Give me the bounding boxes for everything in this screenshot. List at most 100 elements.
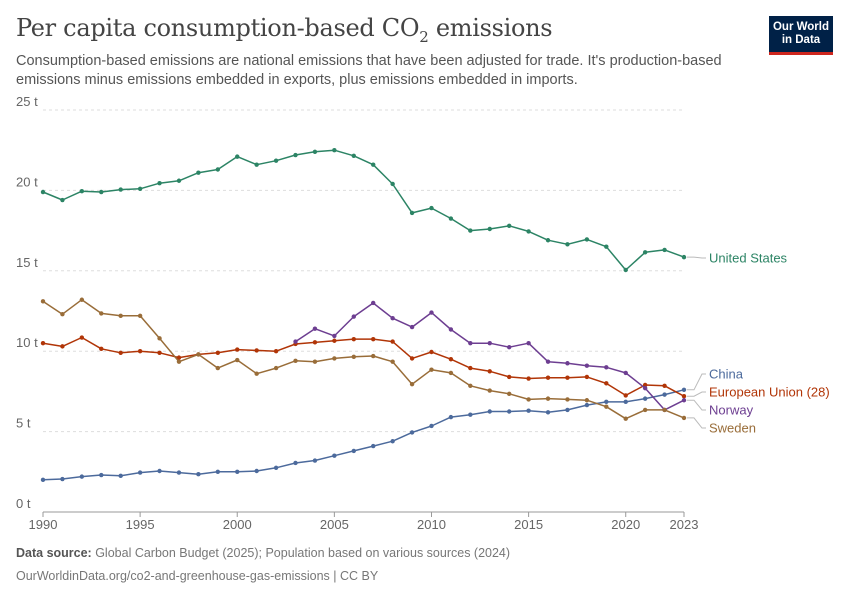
- data-point: [506, 344, 512, 350]
- data-point: [526, 229, 531, 234]
- data-point: [40, 299, 46, 304]
- data-point: [137, 186, 143, 191]
- data-point: [604, 399, 609, 405]
- x-tick-label: 2023: [670, 517, 699, 532]
- data-point: [642, 396, 648, 401]
- data-point: [681, 394, 687, 399]
- data-point: [681, 387, 687, 392]
- data-point: [60, 197, 65, 203]
- data-point: [60, 476, 65, 482]
- data-point: [371, 353, 376, 359]
- data-point: [662, 383, 667, 388]
- data-point: [623, 393, 628, 398]
- data-point: [99, 472, 104, 478]
- data-point: [487, 226, 492, 232]
- data-point: [429, 349, 434, 355]
- data-point: [584, 237, 590, 242]
- data-point: [157, 350, 162, 356]
- data-point: [273, 365, 279, 371]
- chart-title: Per capita consumption-based CO2 emissio…: [16, 14, 553, 46]
- data-point: [332, 356, 337, 361]
- series-label: Norway: [709, 403, 754, 418]
- label-connector: [687, 256, 706, 259]
- data-point: [565, 397, 570, 402]
- data-point: [681, 398, 687, 403]
- data-point: [390, 316, 395, 321]
- data-point: [254, 348, 259, 353]
- data-point: [681, 415, 687, 421]
- label-connector: [687, 391, 706, 397]
- y-tick-label: 25 t: [16, 94, 38, 109]
- data-point: [604, 365, 609, 370]
- data-point: [623, 267, 628, 273]
- data-point: [351, 153, 356, 159]
- data-point: [99, 346, 104, 351]
- x-tick-label: 1995: [126, 517, 155, 532]
- data-point: [642, 407, 648, 413]
- data-point: [662, 247, 667, 253]
- y-tick-label: 0 t: [16, 496, 31, 511]
- data-point: [390, 339, 395, 344]
- data-point: [623, 399, 628, 405]
- data-point: [584, 402, 590, 408]
- data-point: [429, 367, 434, 372]
- y-tick-label: 10 t: [16, 335, 38, 350]
- data-point: [545, 410, 551, 415]
- data-point: [545, 396, 551, 401]
- data-point: [604, 244, 609, 249]
- owid-logo[interactable]: Our World in Data: [769, 16, 833, 55]
- data-point: [157, 468, 162, 474]
- data-point: [293, 460, 298, 466]
- logo-line-2: in Data: [781, 34, 821, 46]
- data-point: [137, 313, 143, 319]
- data-point: [468, 383, 473, 388]
- data-point: [254, 162, 259, 167]
- x-tick-label: 2005: [320, 517, 349, 532]
- data-point: [642, 385, 648, 391]
- data-point: [176, 178, 182, 183]
- data-point: [623, 416, 628, 421]
- series-line: [42, 149, 685, 271]
- data-point: [157, 336, 162, 341]
- data-point: [506, 374, 512, 380]
- data-point: [584, 374, 590, 380]
- data-point: [332, 453, 337, 458]
- data-point: [487, 340, 492, 346]
- data-point: [565, 407, 570, 413]
- data-point: [448, 357, 454, 362]
- data-source-label: Data source:: [16, 546, 92, 560]
- data-point: [79, 474, 85, 479]
- label-connector: [687, 399, 706, 411]
- data-point: [215, 365, 221, 371]
- data-point: [468, 365, 473, 371]
- chart-title-text: Per capita consumption-based CO: [16, 14, 420, 42]
- data-point: [409, 356, 415, 361]
- data-point: [409, 210, 415, 216]
- data-point: [99, 311, 104, 316]
- data-point: [176, 355, 182, 360]
- data-point: [196, 352, 201, 357]
- data-point: [642, 382, 648, 388]
- data-point: [176, 359, 182, 364]
- source-url-link[interactable]: OurWorldinData.org/co2-and-greenhouse-ga…: [16, 569, 379, 583]
- y-tick-label: 5 t: [16, 416, 31, 431]
- data-point: [312, 340, 318, 345]
- data-point: [157, 180, 162, 186]
- data-point: [312, 149, 318, 155]
- data-point: [409, 430, 415, 435]
- x-tick-label: 2000: [223, 517, 252, 532]
- data-point: [118, 187, 123, 192]
- data-point: [487, 409, 492, 414]
- series-label: United States: [709, 251, 788, 266]
- data-source: Data source: Global Carbon Budget (2025)…: [16, 546, 510, 560]
- data-point: [642, 250, 648, 255]
- label-connector: [687, 417, 706, 429]
- data-point: [448, 370, 454, 376]
- data-point: [79, 189, 85, 194]
- data-point: [273, 158, 279, 163]
- x-tick-label: 2010: [417, 517, 446, 532]
- y-tick-label: 15 t: [16, 255, 38, 270]
- data-point: [468, 412, 473, 417]
- data-point: [235, 357, 240, 363]
